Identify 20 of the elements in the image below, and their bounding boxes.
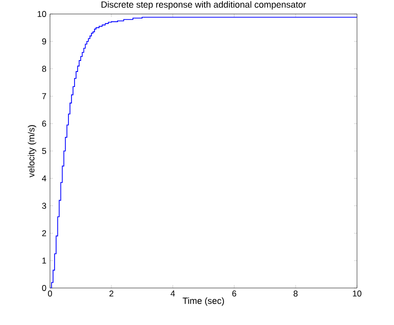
x-axis-title: Time (sec) [182, 297, 224, 306]
x-tick-label: 6 [232, 290, 236, 297]
y-tick-label: 7 [42, 93, 46, 100]
x-tick-label: 2 [109, 290, 114, 296]
y-tick-label: 5 [42, 148, 46, 154]
y-tick-label: 1 [42, 258, 46, 264]
x-tick-label: 10 [352, 290, 362, 297]
y-tick-label: 9 [42, 38, 46, 44]
x-tick-label: 8 [294, 290, 298, 297]
y-tick-label: 8 [42, 66, 46, 72]
x-tick-label: 4 [170, 290, 175, 296]
y-tick-label: 10 [38, 11, 46, 17]
x-tick-label: 0 [48, 290, 52, 297]
y-tick-label: 3 [42, 202, 46, 209]
y-axis-title: velocity (m/s) [28, 125, 36, 178]
y-tick-label: 2 [42, 230, 46, 236]
y-tick-label: 4 [42, 175, 46, 182]
chart-title: Discrete step response with additional compensator [102, 1, 306, 10]
y-tick-label: 0 [42, 285, 46, 291]
y-tick-label: 6 [42, 120, 46, 127]
